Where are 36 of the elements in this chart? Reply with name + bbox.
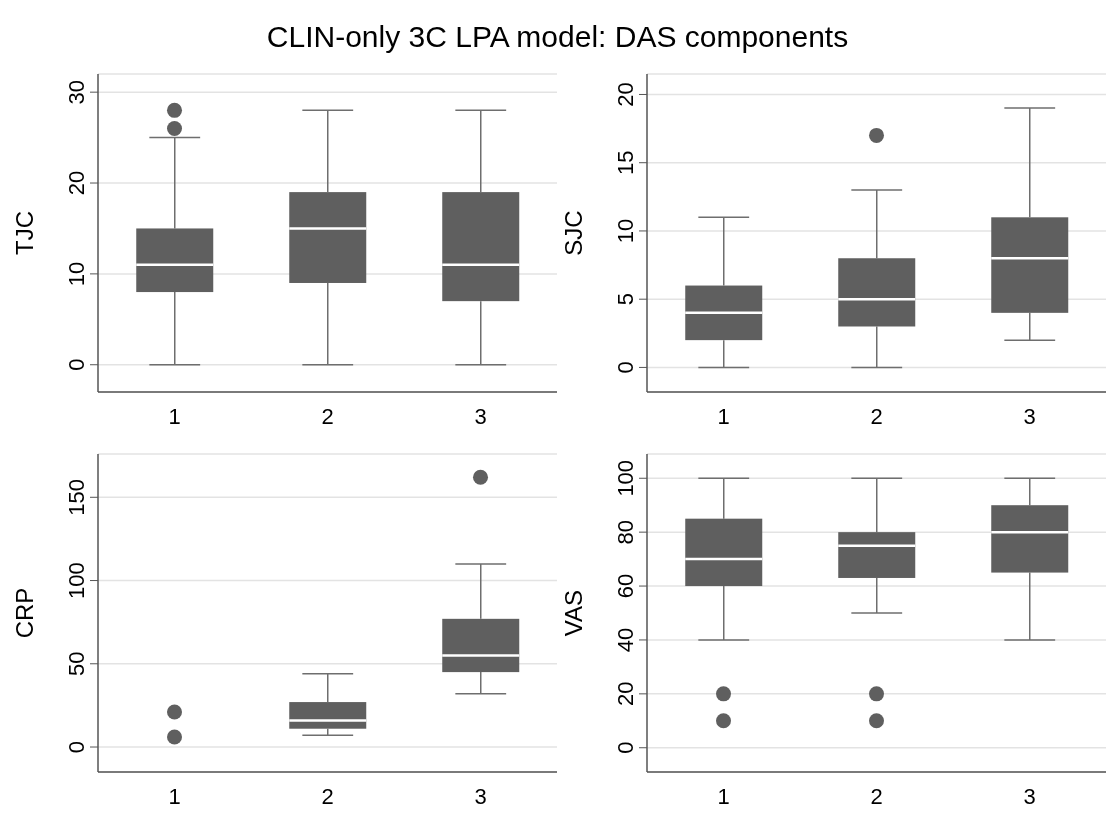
x-tick-label: 3 xyxy=(474,403,487,429)
y-tick-label: 15 xyxy=(613,150,638,175)
x-tick-label: 2 xyxy=(870,403,883,429)
y-axis-title: CRP xyxy=(10,587,38,639)
x-tick-label: 3 xyxy=(474,783,487,809)
x-tick-label: 2 xyxy=(321,403,334,429)
y-tick-label: 100 xyxy=(64,562,89,599)
x-tick-label: 3 xyxy=(1023,403,1036,429)
chart-title: CLIN-only 3C LPA model: DAS components xyxy=(265,19,850,55)
y-tick-label: 100 xyxy=(613,459,638,497)
y-axis-title: VAS xyxy=(559,589,587,637)
y-axis-title: TJC xyxy=(10,211,38,255)
y-tick-label: 20 xyxy=(64,170,89,196)
x-tick-label: 2 xyxy=(870,783,883,809)
y-tick-label: 5 xyxy=(613,293,638,306)
y-tick-label: 80 xyxy=(613,519,638,545)
y-tick-label: 0 xyxy=(64,740,89,754)
y-tick-label: 20 xyxy=(613,82,638,107)
y-tick-label: 50 xyxy=(64,651,89,677)
y-tick-label: 40 xyxy=(613,627,638,653)
y-axis-title: SJC xyxy=(559,210,587,256)
x-tick-label: 2 xyxy=(321,783,334,809)
x-tick-label: 1 xyxy=(717,403,730,429)
y-tick-label: 30 xyxy=(64,79,89,105)
x-tick-label: 3 xyxy=(1023,783,1036,809)
y-tick-label: 10 xyxy=(64,261,89,287)
y-tick-label: 150 xyxy=(64,478,89,516)
y-tick-label: 10 xyxy=(613,218,638,244)
y-tick-label: 0 xyxy=(613,741,638,754)
y-tick-label: 20 xyxy=(613,681,638,707)
x-tick-label: 1 xyxy=(168,783,181,809)
y-tick-label: 0 xyxy=(64,358,89,371)
x-tick-label: 1 xyxy=(168,403,181,429)
y-tick-label: 60 xyxy=(613,573,638,599)
y-tick-label: 0 xyxy=(613,361,638,374)
x-tick-label: 1 xyxy=(717,783,730,809)
